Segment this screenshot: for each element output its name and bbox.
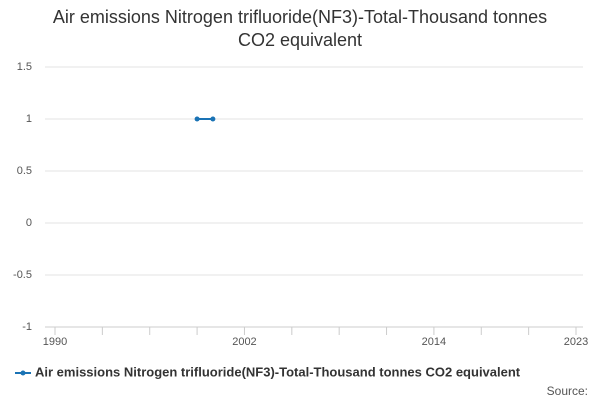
legend-label: Air emissions Nitrogen trifluoride(NF3)-… [35, 364, 521, 379]
source: Source: [547, 384, 588, 398]
x-tick-label: 2023 [564, 336, 588, 348]
y-tick-label: 1 [26, 113, 32, 125]
y-tick-label: -1 [22, 321, 32, 333]
y-tick-label: -0.5 [13, 269, 32, 281]
y-tick-label: 1.5 [17, 61, 32, 73]
y-tick-label: 0.5 [17, 165, 32, 177]
y-tick-label: 0 [26, 217, 32, 229]
chart-title: Air emissions Nitrogen trifluoride(NF3)-… [52, 7, 548, 50]
x-tick-label: 2002 [232, 336, 256, 348]
point [210, 116, 216, 122]
point [194, 116, 200, 122]
legend-swatch-dot [20, 370, 26, 376]
x-tick-label: 2014 [422, 336, 446, 348]
x-tick-label: 1990 [43, 336, 67, 348]
